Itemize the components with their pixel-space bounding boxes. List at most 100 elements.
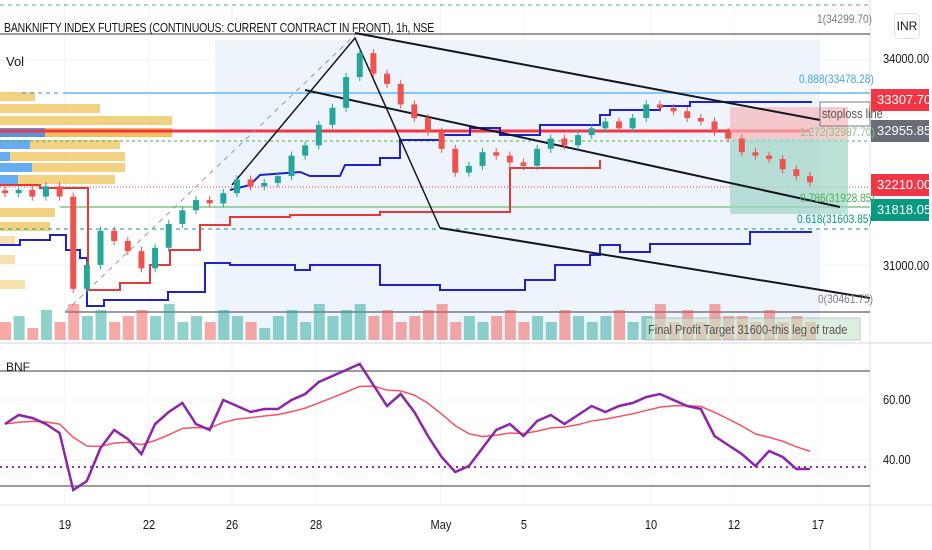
candle	[247, 179, 254, 187]
price-tag-last: 33307.70	[871, 89, 931, 111]
candle	[697, 118, 704, 122]
volume-bar	[586, 322, 598, 340]
candle	[438, 131, 445, 149]
date-tick: 12	[727, 517, 741, 532]
volume-bar	[259, 328, 271, 340]
candle	[384, 73, 391, 84]
date-tick: 28	[309, 517, 323, 532]
candle	[534, 148, 541, 166]
indicator-label[interactable]: BNF	[6, 360, 30, 374]
volume-bar	[382, 310, 394, 340]
shaded-range	[215, 40, 820, 340]
date-tick: 26	[225, 517, 239, 532]
volume-bar	[40, 310, 52, 340]
volume-bar	[95, 310, 107, 340]
rsi-ma-line	[4, 385, 811, 452]
rsi-tick: 40.00	[883, 452, 911, 467]
price-tag-target: 31818.05	[871, 199, 931, 221]
candle	[97, 230, 104, 265]
stoploss-note-box[interactable]	[819, 101, 871, 127]
candle	[42, 186, 49, 197]
price-tag-level: 32955.85	[871, 120, 931, 142]
candle	[29, 189, 36, 197]
target-note-box[interactable]	[644, 317, 861, 341]
candle	[370, 53, 377, 74]
rsi-levels	[0, 370, 870, 487]
candles	[2, 49, 813, 293]
candle	[643, 104, 650, 119]
candle	[179, 210, 186, 224]
candle	[397, 83, 404, 105]
fib-label-0786: 0.786(31928.85)	[800, 191, 875, 205]
price-tick: 34000.00	[883, 51, 930, 66]
candle	[520, 162, 527, 166]
volume-bar	[218, 310, 230, 340]
volume-bar	[436, 304, 448, 340]
candle	[506, 155, 513, 163]
volume-bar	[300, 322, 312, 340]
volume-bar	[68, 304, 80, 340]
volume-bar	[354, 304, 366, 340]
date-tick: 22	[142, 517, 156, 532]
volume-bar	[422, 310, 434, 340]
volume-bar	[286, 310, 298, 340]
candle	[220, 193, 227, 204]
date-tick: 19	[58, 517, 72, 532]
volume-bar	[0, 322, 11, 340]
volume-bar	[204, 322, 216, 340]
date-tick: May	[430, 517, 452, 532]
volume-bar	[231, 316, 243, 340]
volume-bar	[409, 316, 421, 340]
date-tick: 5	[520, 517, 528, 532]
volume-bar	[245, 322, 257, 340]
volume-bar	[532, 316, 544, 340]
volume-bar	[600, 316, 612, 340]
volume-bar	[341, 310, 353, 340]
volume-bar	[13, 316, 25, 340]
candle	[779, 159, 786, 170]
volume-bar	[122, 316, 134, 340]
volume-bar	[191, 316, 203, 340]
volume-bar	[395, 322, 407, 340]
candle	[656, 104, 663, 108]
volume-bar	[136, 310, 148, 340]
currency-button[interactable]: INR	[894, 13, 920, 39]
date-tick: 10	[644, 517, 658, 532]
candle	[329, 107, 336, 125]
volume-bar	[163, 304, 175, 340]
volume-bar	[27, 328, 39, 340]
candle	[261, 182, 268, 187]
candle	[233, 179, 240, 194]
candle	[411, 104, 418, 119]
volume-bar	[81, 316, 93, 340]
candle	[465, 165, 472, 173]
candle	[684, 111, 691, 119]
candle	[315, 124, 322, 146]
fib-label-0888: 0.888(33478.28)	[799, 72, 874, 86]
chart-title: BANKNIFTY INDEX FUTURES (CONTINUOUS: CUR…	[4, 21, 435, 35]
volume-label: Vol	[6, 54, 25, 69]
stoploss-note[interactable]: stoploss line	[822, 106, 883, 121]
candle	[343, 77, 350, 108]
stoploss-zone[interactable]	[730, 107, 848, 139]
volume-bar	[327, 316, 339, 340]
candle	[111, 230, 118, 241]
candle	[602, 121, 609, 129]
candle	[547, 138, 554, 149]
volume-bar	[272, 316, 284, 340]
volume-bar	[450, 322, 462, 340]
candle	[70, 196, 77, 289]
trend-lines[interactable]	[231, 32, 871, 299]
volume-bar	[477, 322, 489, 340]
fib-label-1272: 1.272(32987.70)	[800, 125, 875, 139]
volume-bar	[368, 316, 380, 340]
rsi-tick: 60.00	[883, 392, 911, 407]
target-zone[interactable]	[730, 139, 848, 214]
price-tick: 31000.00	[883, 258, 930, 273]
fib-trendline	[64, 34, 356, 313]
target-note[interactable]: Final Profit Target 31600-this leg of tr…	[648, 322, 848, 337]
candle	[752, 152, 759, 156]
candle	[615, 121, 622, 129]
